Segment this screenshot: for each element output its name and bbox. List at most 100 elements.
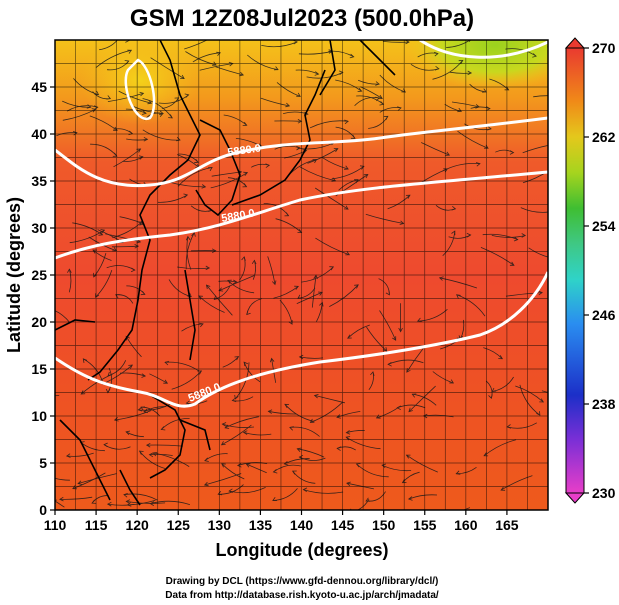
streamline-arrowhead xyxy=(392,336,397,341)
streamline xyxy=(181,323,204,332)
streamline-arrowhead xyxy=(93,105,99,110)
x-tick-label: 160 xyxy=(454,517,478,533)
credit-drawing: Drawing by DCL (https://www.gfd-dennou.o… xyxy=(166,576,439,587)
streamline xyxy=(520,207,548,213)
streamline-arrowhead xyxy=(538,290,543,296)
streamline xyxy=(412,393,437,406)
streamline-arrowhead xyxy=(136,238,142,244)
streamline-arrowhead xyxy=(140,290,146,296)
streamline-arrowhead xyxy=(216,51,221,56)
streamline xyxy=(125,108,147,114)
streamline xyxy=(284,404,315,422)
streamline-arrowhead xyxy=(521,233,527,238)
streamline-arrowhead xyxy=(329,266,335,271)
streamline-arrowhead xyxy=(180,74,185,80)
streamline-arrowhead xyxy=(451,205,457,211)
contour-line-middle xyxy=(55,170,548,260)
streamline xyxy=(72,222,103,236)
streamline-arrowhead xyxy=(106,95,112,100)
streamline xyxy=(119,216,145,225)
streamline xyxy=(439,277,478,289)
streamline-arrowhead xyxy=(164,360,170,366)
streamline-arrowhead xyxy=(211,248,217,253)
streamline xyxy=(273,286,299,299)
streamline-arrowhead xyxy=(289,426,294,431)
colorbar-scale xyxy=(565,47,585,494)
streamline-arrowhead xyxy=(345,436,351,441)
streamline-arrowhead xyxy=(539,398,545,403)
streamline xyxy=(125,431,144,438)
colorbar-bottom-arrow xyxy=(564,492,586,504)
x-tick-label: 130 xyxy=(208,517,232,533)
streamline-arrowhead xyxy=(152,452,158,457)
streamline-arrowhead xyxy=(309,418,315,423)
streamline xyxy=(157,194,188,203)
streamline-arrowhead xyxy=(405,40,410,45)
streamline xyxy=(528,247,548,258)
streamline-arrowhead xyxy=(242,121,248,126)
streamline-arrowhead xyxy=(291,470,297,475)
streamline xyxy=(218,275,255,292)
streamline xyxy=(55,251,56,253)
streamline-arrowhead xyxy=(288,320,293,325)
streamline-arrowhead xyxy=(239,71,245,77)
streamline xyxy=(198,295,225,313)
contour-closed-low xyxy=(124,58,156,120)
streamline xyxy=(457,130,489,149)
streamline-arrowhead xyxy=(221,422,227,427)
streamline-arrowhead xyxy=(267,409,273,414)
streamline-arrowhead xyxy=(417,317,422,322)
x-tick-label: 125 xyxy=(167,517,191,533)
streamline-arrowhead xyxy=(34,488,38,492)
streamline-arrowhead xyxy=(475,162,481,167)
colorbar-tick-label: 238 xyxy=(592,396,616,412)
streamline xyxy=(275,218,302,233)
streamline-arrowhead xyxy=(355,463,361,468)
streamline xyxy=(114,410,151,421)
streamline-arrowhead xyxy=(347,334,352,339)
streamline-arrowhead xyxy=(205,265,211,271)
colorbar: 230 238 246 254 262 270 xyxy=(564,37,616,504)
streamline-arrowhead xyxy=(407,496,413,501)
streamline-arrowhead xyxy=(148,452,154,458)
streamline xyxy=(379,310,397,341)
contour-line-topright xyxy=(419,40,548,59)
streamline-arrowhead xyxy=(245,463,251,468)
colorbar-tick-label: 254 xyxy=(592,218,616,234)
lat-lon-grid xyxy=(55,40,548,510)
streamline-arrowhead xyxy=(314,71,320,76)
streamline xyxy=(397,404,426,409)
streamline xyxy=(307,148,339,164)
streamline-arrowhead xyxy=(227,279,232,284)
streamline-arrowhead xyxy=(296,447,302,452)
streamline xyxy=(95,49,132,68)
streamline xyxy=(55,477,70,481)
streamline-arrowhead xyxy=(174,97,180,102)
x-tick-label: 110 xyxy=(44,517,67,533)
streamline xyxy=(301,266,334,283)
streamline-arrowhead xyxy=(160,426,166,431)
streamline xyxy=(387,359,424,365)
streamline-arrowhead xyxy=(185,400,191,405)
streamline-arrowhead xyxy=(354,284,359,289)
streamline xyxy=(126,138,148,141)
streamline-arrowhead xyxy=(296,145,301,151)
streamline-arrowhead xyxy=(336,446,342,451)
streamline xyxy=(126,501,166,504)
streamline-arrowhead xyxy=(359,165,365,170)
streamline xyxy=(185,232,195,270)
streamline xyxy=(335,79,362,92)
streamline-arrowhead xyxy=(44,307,48,310)
streamline-arrowhead xyxy=(242,183,248,188)
streamline xyxy=(444,103,462,112)
chart-title: GSM 12Z08Jul2023 (500.0hPa) xyxy=(130,5,474,32)
streamline-arrowhead xyxy=(201,184,207,189)
streamline-arrowhead xyxy=(370,371,375,376)
streamline-arrowhead xyxy=(382,347,388,352)
streamline-arrowhead xyxy=(217,490,223,496)
streamline-arrowhead xyxy=(387,361,392,367)
streamline-arrowhead xyxy=(273,66,279,71)
streamline xyxy=(491,235,526,238)
streamline xyxy=(533,95,548,98)
streamline xyxy=(522,145,548,154)
